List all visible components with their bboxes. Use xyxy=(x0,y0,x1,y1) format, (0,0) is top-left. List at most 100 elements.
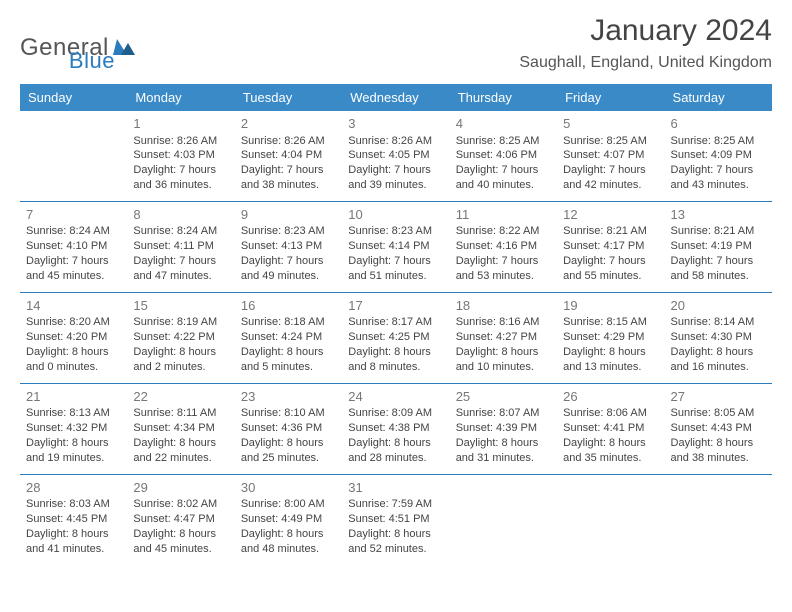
weekday-header: Wednesday xyxy=(342,84,449,111)
daylight-text: and 38 minutes. xyxy=(241,178,336,193)
sunset-text: Sunset: 4:13 PM xyxy=(241,239,336,254)
sunset-text: Sunset: 4:11 PM xyxy=(133,239,228,254)
sunset-text: Sunset: 4:16 PM xyxy=(456,239,551,254)
day-number: 25 xyxy=(456,388,551,406)
calendar-day-cell xyxy=(665,474,772,564)
sunset-text: Sunset: 4:41 PM xyxy=(563,421,658,436)
page-header: General Blue January 2024 Saughall, Engl… xyxy=(20,14,772,74)
sunset-text: Sunset: 4:43 PM xyxy=(671,421,766,436)
daylight-text: Daylight: 8 hours xyxy=(133,436,228,451)
calendar-day-cell: 22Sunrise: 8:11 AMSunset: 4:34 PMDayligh… xyxy=(127,383,234,474)
daylight-text: Daylight: 7 hours xyxy=(348,163,443,178)
sunrise-text: Sunrise: 8:24 AM xyxy=(133,224,228,239)
sunset-text: Sunset: 4:45 PM xyxy=(26,512,121,527)
calendar-day-cell: 30Sunrise: 8:00 AMSunset: 4:49 PMDayligh… xyxy=(235,474,342,564)
weekday-header-row: Sunday Monday Tuesday Wednesday Thursday… xyxy=(20,84,772,111)
daylight-text: and 38 minutes. xyxy=(671,451,766,466)
weekday-header: Saturday xyxy=(665,84,772,111)
calendar-day-cell: 21Sunrise: 8:13 AMSunset: 4:32 PMDayligh… xyxy=(20,383,127,474)
sunrise-text: Sunrise: 8:14 AM xyxy=(671,315,766,330)
day-number: 14 xyxy=(26,297,121,315)
calendar-day-cell: 2Sunrise: 8:26 AMSunset: 4:04 PMDaylight… xyxy=(235,111,342,201)
sunset-text: Sunset: 4:19 PM xyxy=(671,239,766,254)
sunset-text: Sunset: 4:30 PM xyxy=(671,330,766,345)
daylight-text: Daylight: 7 hours xyxy=(133,254,228,269)
day-number: 2 xyxy=(241,115,336,133)
daylight-text: and 25 minutes. xyxy=(241,451,336,466)
daylight-text: Daylight: 8 hours xyxy=(133,345,228,360)
daylight-text: Daylight: 7 hours xyxy=(563,254,658,269)
calendar-day-cell: 10Sunrise: 8:23 AMSunset: 4:14 PMDayligh… xyxy=(342,201,449,292)
daylight-text: Daylight: 7 hours xyxy=(241,163,336,178)
sunset-text: Sunset: 4:05 PM xyxy=(348,148,443,163)
day-number: 30 xyxy=(241,479,336,497)
calendar-day-cell: 25Sunrise: 8:07 AMSunset: 4:39 PMDayligh… xyxy=(450,383,557,474)
sunrise-text: Sunrise: 8:25 AM xyxy=(563,134,658,149)
daylight-text: and 8 minutes. xyxy=(348,360,443,375)
calendar-day-cell: 26Sunrise: 8:06 AMSunset: 4:41 PMDayligh… xyxy=(557,383,664,474)
day-number: 11 xyxy=(456,206,551,224)
daylight-text: Daylight: 7 hours xyxy=(133,163,228,178)
calendar-day-cell xyxy=(557,474,664,564)
calendar-day-cell: 28Sunrise: 8:03 AMSunset: 4:45 PMDayligh… xyxy=(20,474,127,564)
day-number: 16 xyxy=(241,297,336,315)
daylight-text: Daylight: 8 hours xyxy=(348,345,443,360)
sunrise-text: Sunrise: 8:11 AM xyxy=(133,406,228,421)
day-number: 1 xyxy=(133,115,228,133)
calendar-day-cell: 17Sunrise: 8:17 AMSunset: 4:25 PMDayligh… xyxy=(342,292,449,383)
calendar-day-cell: 23Sunrise: 8:10 AMSunset: 4:36 PMDayligh… xyxy=(235,383,342,474)
day-number: 4 xyxy=(456,115,551,133)
month-title: January 2024 xyxy=(519,14,772,48)
daylight-text: Daylight: 7 hours xyxy=(26,254,121,269)
sunrise-text: Sunrise: 8:02 AM xyxy=(133,497,228,512)
daylight-text: and 43 minutes. xyxy=(671,178,766,193)
sunrise-text: Sunrise: 8:21 AM xyxy=(563,224,658,239)
sunrise-text: Sunrise: 8:22 AM xyxy=(456,224,551,239)
sunset-text: Sunset: 4:06 PM xyxy=(456,148,551,163)
day-number: 28 xyxy=(26,479,121,497)
sunrise-text: Sunrise: 8:17 AM xyxy=(348,315,443,330)
calendar-day-cell: 3Sunrise: 8:26 AMSunset: 4:05 PMDaylight… xyxy=(342,111,449,201)
day-number: 17 xyxy=(348,297,443,315)
calendar-day-cell: 8Sunrise: 8:24 AMSunset: 4:11 PMDaylight… xyxy=(127,201,234,292)
calendar-day-cell xyxy=(20,111,127,201)
day-number: 3 xyxy=(348,115,443,133)
location-text: Saughall, England, United Kingdom xyxy=(519,54,772,72)
calendar-day-cell: 12Sunrise: 8:21 AMSunset: 4:17 PMDayligh… xyxy=(557,201,664,292)
sunrise-text: Sunrise: 8:25 AM xyxy=(456,134,551,149)
title-block: January 2024 Saughall, England, United K… xyxy=(519,14,772,72)
daylight-text: and 55 minutes. xyxy=(563,269,658,284)
day-number: 8 xyxy=(133,206,228,224)
sunset-text: Sunset: 4:32 PM xyxy=(26,421,121,436)
daylight-text: Daylight: 7 hours xyxy=(563,163,658,178)
daylight-text: and 16 minutes. xyxy=(671,360,766,375)
sunrise-text: Sunrise: 8:13 AM xyxy=(26,406,121,421)
sunrise-text: Sunrise: 8:03 AM xyxy=(26,497,121,512)
sunrise-text: Sunrise: 8:05 AM xyxy=(671,406,766,421)
sunset-text: Sunset: 4:47 PM xyxy=(133,512,228,527)
calendar-week-row: 1Sunrise: 8:26 AMSunset: 4:03 PMDaylight… xyxy=(20,111,772,201)
calendar-day-cell xyxy=(450,474,557,564)
sunrise-text: Sunrise: 8:16 AM xyxy=(456,315,551,330)
weekday-header: Friday xyxy=(557,84,664,111)
daylight-text: Daylight: 8 hours xyxy=(563,345,658,360)
sunset-text: Sunset: 4:36 PM xyxy=(241,421,336,436)
sunrise-text: Sunrise: 8:23 AM xyxy=(348,224,443,239)
calendar-week-row: 7Sunrise: 8:24 AMSunset: 4:10 PMDaylight… xyxy=(20,201,772,292)
day-number: 7 xyxy=(26,206,121,224)
sunrise-text: Sunrise: 8:26 AM xyxy=(241,134,336,149)
daylight-text: and 28 minutes. xyxy=(348,451,443,466)
sunset-text: Sunset: 4:17 PM xyxy=(563,239,658,254)
sunrise-text: Sunrise: 8:18 AM xyxy=(241,315,336,330)
sunrise-text: Sunrise: 8:10 AM xyxy=(241,406,336,421)
calendar-body: 1Sunrise: 8:26 AMSunset: 4:03 PMDaylight… xyxy=(20,111,772,565)
sunrise-text: Sunrise: 8:26 AM xyxy=(348,134,443,149)
calendar-day-cell: 13Sunrise: 8:21 AMSunset: 4:19 PMDayligh… xyxy=(665,201,772,292)
calendar-day-cell: 5Sunrise: 8:25 AMSunset: 4:07 PMDaylight… xyxy=(557,111,664,201)
calendar-day-cell: 1Sunrise: 8:26 AMSunset: 4:03 PMDaylight… xyxy=(127,111,234,201)
daylight-text: and 42 minutes. xyxy=(563,178,658,193)
day-number: 20 xyxy=(671,297,766,315)
calendar-page: General Blue January 2024 Saughall, Engl… xyxy=(0,0,792,612)
daylight-text: and 58 minutes. xyxy=(671,269,766,284)
sunset-text: Sunset: 4:07 PM xyxy=(563,148,658,163)
